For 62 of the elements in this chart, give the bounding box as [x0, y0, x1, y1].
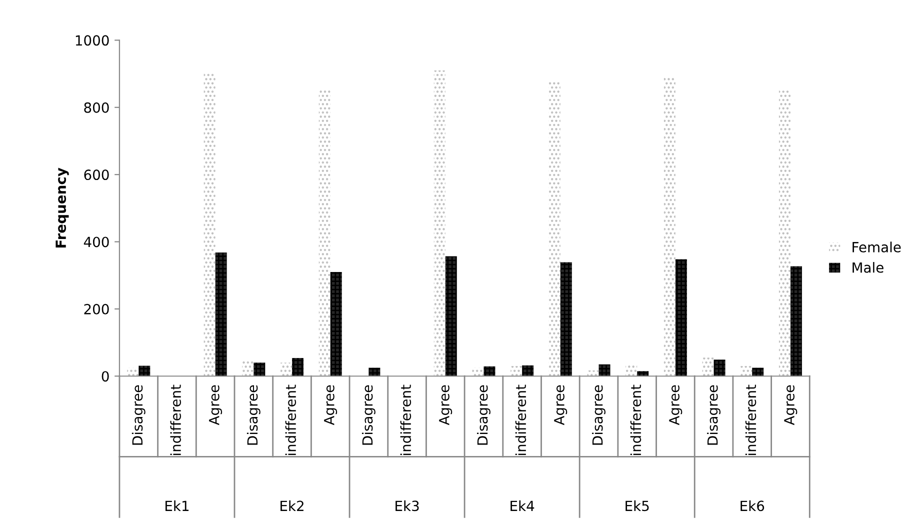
y-tick-label: 1000	[76, 35, 109, 46]
x-tick-label: Agree	[439, 385, 452, 426]
bar	[127, 368, 139, 376]
bar	[510, 366, 522, 376]
x-tick-label: Disagree	[362, 385, 376, 445]
x-tick-label: indifferent	[285, 384, 296, 455]
x-tick-label: indifferent	[745, 384, 756, 455]
bar	[714, 360, 726, 376]
bar	[598, 364, 610, 376]
y-tick-label: 400	[84, 236, 109, 248]
text: Ek3	[396, 500, 419, 512]
bar	[204, 72, 216, 376]
text: Ek4	[510, 500, 534, 511]
bar	[280, 362, 292, 376]
y-tick-label: 800	[84, 102, 109, 113]
bar	[242, 361, 254, 376]
x-tick-label: Disagree	[592, 385, 606, 445]
bar	[215, 252, 227, 376]
bar	[138, 366, 150, 376]
legend-label: Female	[852, 242, 901, 252]
bar	[778, 90, 790, 376]
bar	[445, 256, 457, 376]
y-tick-label: 200	[84, 304, 109, 314]
x-tick-label: indifferent	[400, 384, 412, 455]
bar	[292, 358, 304, 376]
x-tick-label: Agree	[324, 385, 338, 426]
bar	[472, 368, 484, 376]
bar	[790, 266, 802, 376]
text: Ek5	[626, 500, 649, 512]
y-axis-title: Frequency	[56, 168, 69, 248]
bar	[560, 262, 572, 376]
bar	[330, 272, 342, 376]
x-tick-label: Agree	[784, 385, 798, 426]
x-tick-label: indifferent	[170, 384, 182, 455]
x-tick-label: Agree	[554, 385, 568, 426]
x-tick-label: indifferent	[515, 384, 526, 455]
y-tick-label: 0	[102, 371, 109, 382]
bar	[522, 365, 534, 376]
bar	[318, 88, 330, 376]
x-tick-label: Disagree	[246, 385, 260, 445]
y-tick-label: 600	[84, 170, 109, 180]
x-tick-label: Agree	[209, 385, 222, 426]
text: Ek1	[166, 500, 189, 511]
x-tick-label: Disagree	[707, 385, 721, 445]
bar	[368, 368, 380, 376]
legend-label: Male	[852, 262, 884, 273]
bar	[740, 366, 752, 376]
bar	[675, 259, 687, 376]
x-tick-label: Agree	[669, 385, 682, 426]
x-tick-label: Disagree	[477, 385, 490, 445]
bar	[548, 80, 560, 376]
bar	[434, 70, 446, 376]
text: Ek6	[740, 500, 764, 512]
bar	[702, 358, 714, 376]
bar	[664, 77, 676, 376]
text: Ek2	[280, 500, 304, 511]
bar	[626, 365, 638, 376]
bar	[752, 368, 764, 376]
x-tick-label: indifferent	[630, 384, 642, 455]
bar	[254, 362, 266, 376]
bar	[484, 366, 496, 376]
x-tick-label: Disagree	[132, 385, 146, 445]
